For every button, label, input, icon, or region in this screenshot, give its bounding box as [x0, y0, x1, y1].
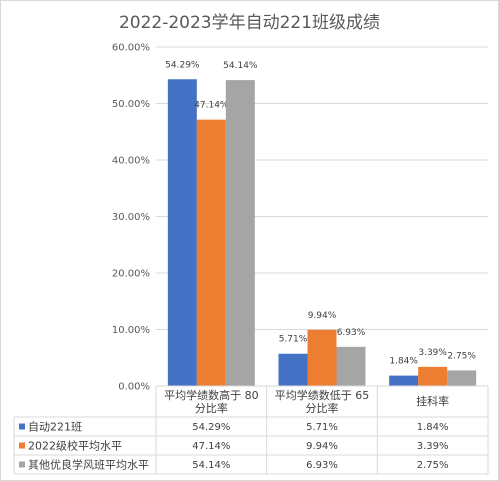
- bar: [418, 366, 448, 386]
- y-tick-label: 30.00%: [112, 212, 150, 223]
- category-label: 分比率: [195, 401, 228, 415]
- legend-swatch: [19, 442, 25, 449]
- table-value: 2.75%: [417, 460, 449, 471]
- bar: [307, 329, 337, 386]
- data-label: 3.39%: [418, 348, 447, 358]
- category-label: 挂科率: [416, 394, 449, 408]
- y-tick-label: 20.00%: [112, 269, 150, 280]
- bar: [278, 353, 308, 386]
- data-label: 5.71%: [279, 335, 308, 345]
- data-label: 2.75%: [447, 351, 476, 361]
- data-label: 54.14%: [223, 61, 258, 71]
- data-label: 54.29%: [165, 60, 200, 70]
- category-label: 平均学绩数低于 65: [275, 388, 370, 402]
- category-label: 平均学绩数高于 80: [164, 388, 259, 402]
- table-value: 54.14%: [192, 460, 230, 471]
- bar: [196, 119, 226, 386]
- data-label: 6.93%: [337, 328, 366, 338]
- table-value: 47.14%: [192, 441, 230, 452]
- table-value: 54.29%: [192, 422, 230, 433]
- data-label: 47.14%: [194, 101, 229, 111]
- table-value: 5.71%: [306, 422, 338, 433]
- y-tick-label: 10.00%: [112, 325, 150, 336]
- table-value: 6.93%: [306, 460, 338, 471]
- legend-swatch: [19, 461, 25, 468]
- bar: [167, 79, 197, 386]
- bar: [336, 346, 366, 386]
- y-tick-label: 50.00%: [112, 99, 150, 110]
- table-value: 1.84%: [417, 422, 449, 433]
- bar: [447, 370, 477, 386]
- table-value: 3.39%: [417, 441, 449, 452]
- bar: [225, 80, 255, 386]
- category-label: 分比率: [306, 401, 339, 415]
- table-value: 9.94%: [306, 441, 338, 452]
- y-tick-label: 60.00%: [112, 43, 150, 54]
- legend-swatch: [19, 423, 25, 430]
- legend-label: 2022级校平均水平: [28, 439, 122, 453]
- chart-title: 2022-2023学年自动221班级成绩: [118, 13, 381, 33]
- data-label: 1.84%: [389, 357, 418, 367]
- data-label: 9.94%: [308, 311, 337, 321]
- legend-label: 其他优良学风班平均水平: [28, 458, 149, 472]
- legend-label: 自动221班: [28, 421, 82, 434]
- bar: [389, 375, 419, 386]
- y-tick-label: 40.00%: [112, 156, 150, 167]
- y-tick-label: 0.00%: [118, 382, 150, 393]
